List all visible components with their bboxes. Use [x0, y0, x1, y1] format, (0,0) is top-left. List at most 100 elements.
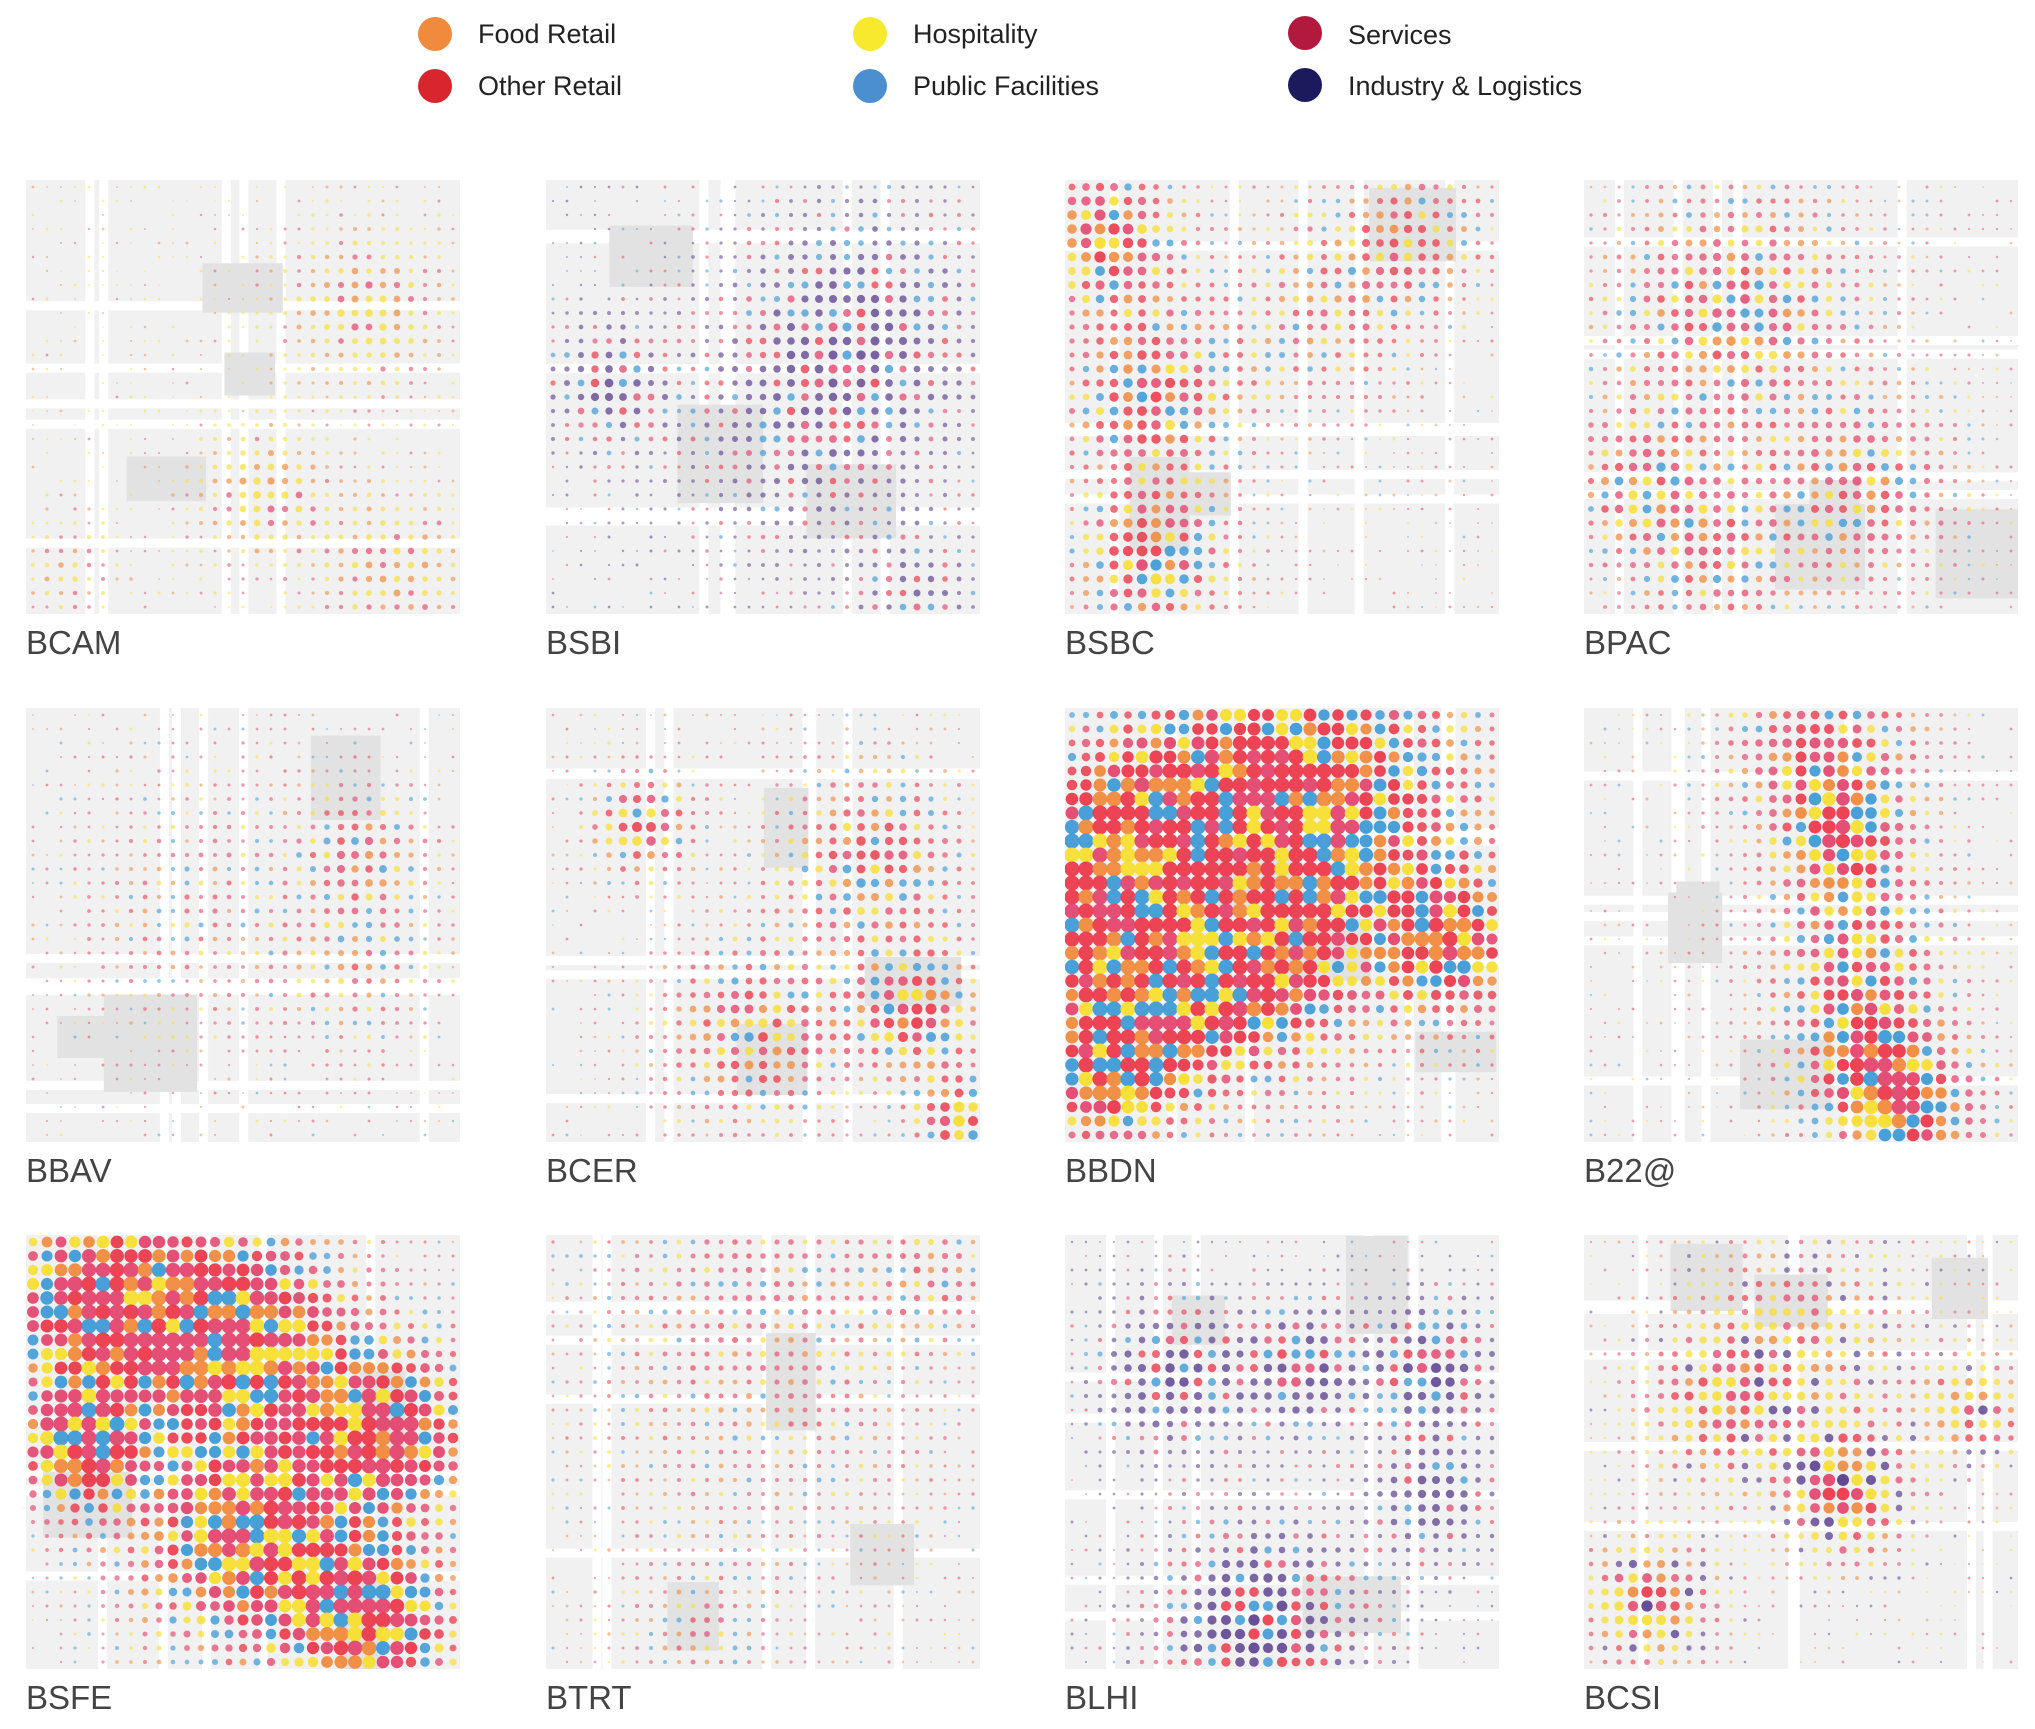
- poi-dot: [213, 853, 217, 857]
- poi-dot: [1755, 477, 1763, 485]
- poi-dot: [594, 578, 596, 580]
- poi-dot: [789, 769, 793, 773]
- poi-dot: [171, 549, 175, 553]
- poi-dot: [800, 406, 810, 416]
- poi-dot: [829, 449, 837, 457]
- poi-dot: [817, 713, 821, 717]
- poi-dot: [255, 755, 259, 759]
- poi-dot: [352, 796, 358, 802]
- poi-dot: [634, 768, 640, 774]
- poi-dot: [620, 324, 626, 330]
- poi-dot: [1279, 212, 1285, 218]
- poi-dot: [761, 227, 765, 231]
- poi-dot: [746, 254, 752, 260]
- poi-dot: [1588, 324, 1594, 330]
- poi-dot: [1109, 350, 1119, 360]
- poi-dot: [1629, 323, 1637, 331]
- poi-dot: [1307, 352, 1313, 358]
- poi-dot: [437, 227, 441, 231]
- poi-dot: [915, 185, 919, 189]
- poi-dot: [185, 465, 189, 469]
- poi-dot: [296, 838, 302, 844]
- poi-dot: [971, 577, 975, 581]
- poi-dot: [1378, 465, 1382, 469]
- poi-dot: [1603, 199, 1607, 203]
- poi-dot: [1448, 437, 1452, 441]
- poi-dot: [283, 965, 287, 969]
- poi-dot: [1069, 534, 1075, 540]
- poi-dot: [324, 992, 330, 998]
- poi-dot: [72, 562, 78, 568]
- poi-dot: [1698, 336, 1708, 346]
- poi-dot: [184, 936, 190, 942]
- poi-dot: [59, 797, 63, 801]
- poi-dot: [1279, 310, 1285, 316]
- poi-dot: [565, 563, 569, 567]
- poi-dot: [143, 605, 147, 609]
- poi-dot: [423, 1035, 427, 1039]
- poi-dot: [381, 783, 385, 787]
- poi-dot: [1798, 590, 1804, 596]
- poi-dot: [436, 866, 442, 872]
- poi-dot: [1925, 297, 1929, 301]
- poi-dot: [1490, 353, 1494, 357]
- poi-dot: [269, 241, 273, 245]
- poi-dot: [1995, 465, 1999, 469]
- poi-dot: [635, 1007, 639, 1011]
- poi-dot: [1151, 266, 1161, 276]
- poi-dot: [1755, 505, 1763, 513]
- poi-dot: [1740, 266, 1750, 276]
- poi-dot: [101, 591, 105, 595]
- poi-dot: [1685, 463, 1693, 471]
- poi-dot: [718, 422, 724, 428]
- poi-dot: [1237, 464, 1243, 470]
- poi-dot: [774, 880, 780, 886]
- poi-dot: [73, 521, 77, 525]
- poi-dot: [1137, 322, 1147, 332]
- poi-dot: [885, 421, 893, 429]
- poi-dot: [213, 339, 217, 343]
- poi-dot: [282, 992, 288, 998]
- poi-dot: [1741, 533, 1749, 541]
- poi-dot: [579, 1035, 583, 1039]
- poi-dot: [269, 755, 273, 759]
- poi-dot: [31, 577, 35, 581]
- poi-dot: [747, 577, 751, 581]
- poi-dot: [1854, 296, 1860, 302]
- poi-dot: [366, 810, 372, 816]
- poi-dot: [957, 521, 961, 525]
- poi-dot: [1208, 351, 1216, 359]
- poi-dot: [129, 741, 133, 745]
- poi-dot: [1308, 507, 1312, 511]
- poi-dot: [621, 521, 625, 525]
- poi-dot: [1490, 493, 1494, 497]
- poi-dot: [351, 879, 359, 887]
- poi-dot: [2009, 199, 2013, 203]
- poi-dot: [1728, 198, 1734, 204]
- poi-dot: [1069, 576, 1075, 582]
- poi-dot: [1925, 185, 1929, 189]
- poi-dot: [31, 563, 35, 567]
- poi-dot: [635, 895, 639, 899]
- poi-dot: [856, 850, 866, 860]
- poi-dot: [747, 825, 751, 829]
- poi-dot: [649, 979, 653, 983]
- poi-dot: [911, 975, 923, 987]
- poi-dot: [690, 380, 696, 386]
- poi-dot: [1825, 519, 1833, 527]
- poi-dot: [1432, 239, 1440, 247]
- poi-dot: [927, 309, 935, 317]
- poi-dot: [337, 809, 345, 817]
- poi-dot: [690, 464, 696, 470]
- poi-dot: [227, 409, 231, 413]
- poi-dot: [311, 213, 315, 217]
- poi-dot: [296, 810, 302, 816]
- poi-dot: [240, 908, 246, 914]
- poi-dot: [873, 727, 877, 731]
- poi-dot: [1348, 323, 1356, 331]
- poi-dot: [1840, 590, 1846, 596]
- poi-dot: [325, 783, 329, 787]
- poi-dot: [1783, 253, 1791, 261]
- poi-dot: [31, 839, 35, 843]
- poi-dot: [733, 227, 737, 231]
